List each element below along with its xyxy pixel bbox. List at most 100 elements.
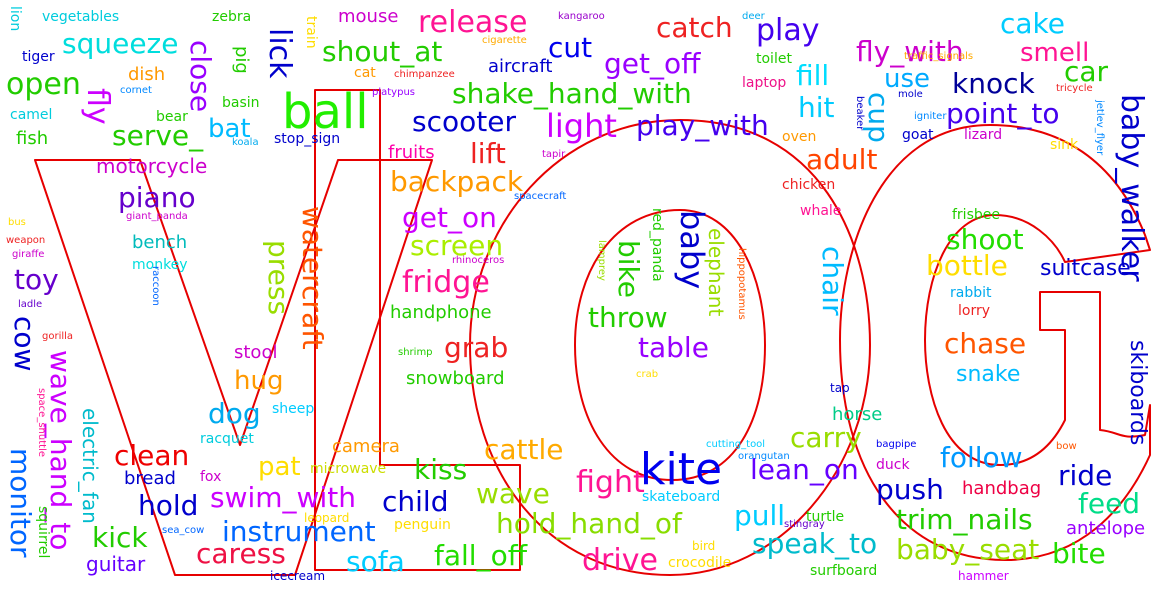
word-get-off: get_off xyxy=(604,47,701,80)
word-open: open xyxy=(6,67,81,102)
word-throw: throw xyxy=(588,301,668,334)
word-leopard: leopard xyxy=(304,511,350,525)
word-stool: stool xyxy=(234,342,278,363)
word-crab: crab xyxy=(636,369,659,380)
word-handbag: handbag xyxy=(962,478,1042,499)
word-toy: toy xyxy=(14,263,59,296)
word-electric-fan: electric_fan xyxy=(78,408,102,524)
word-mouse: mouse xyxy=(338,6,399,27)
word-surfboard: surfboard xyxy=(810,563,878,579)
word-motorcycle: motorcycle xyxy=(96,154,208,178)
word-guitar: guitar xyxy=(86,552,146,576)
word-screen: screen xyxy=(410,229,504,262)
word-close: close xyxy=(184,40,217,113)
word-light: light xyxy=(546,107,617,145)
word-tap: tap xyxy=(830,381,850,395)
word-cornet: cornet xyxy=(120,85,152,96)
word-camel: camel xyxy=(10,107,53,123)
word-shout-at: shout_at xyxy=(322,35,443,68)
word-fight: fight xyxy=(576,465,645,500)
word-child: child xyxy=(382,485,449,518)
word-chair: chair xyxy=(816,246,849,316)
word-fill: fill xyxy=(796,59,830,92)
word-table: table xyxy=(638,331,709,364)
word-baby: baby xyxy=(673,210,711,290)
word-squirrel-v: squirrel xyxy=(35,506,51,559)
word-basin: basin xyxy=(222,95,260,111)
word-scooter: scooter xyxy=(412,105,516,138)
word-lift: lift xyxy=(470,137,506,170)
word-wave: wave xyxy=(476,477,550,510)
word-fly: fly xyxy=(80,88,115,125)
letter-o-inner xyxy=(574,209,766,481)
word-skiboards: skiboards xyxy=(1125,340,1150,446)
letter-g-outline xyxy=(839,124,1151,561)
word-cup: cup xyxy=(862,92,895,143)
word-monkey: monkey xyxy=(132,257,188,273)
word-bow: bow xyxy=(1056,441,1077,452)
word-koala: koala xyxy=(232,137,259,148)
word-cattle: cattle xyxy=(484,433,564,466)
word-rabbit: rabbit xyxy=(950,285,992,301)
word-zebra: zebra xyxy=(212,9,252,25)
word-bear: bear xyxy=(156,109,188,125)
word-cigarette: cigarette xyxy=(482,35,527,46)
word-lean-on: lean_on xyxy=(750,453,859,486)
word-sofa: sofa xyxy=(346,545,405,578)
word-carry: carry xyxy=(790,421,862,454)
word-fruits: fruits xyxy=(388,142,435,163)
word-racquet: racquet xyxy=(200,431,254,447)
word-lorry: lorry xyxy=(958,303,991,319)
word-gorilla: gorilla xyxy=(42,331,74,342)
word-rhinoceros: rhinoceros xyxy=(452,255,505,266)
word-hammer: hammer xyxy=(958,569,1009,583)
word-chase: chase xyxy=(944,327,1027,360)
word-cake: cake xyxy=(1000,7,1065,40)
word-fridge: fridge xyxy=(402,265,490,300)
word-bread: bread xyxy=(124,468,176,489)
word-raccoon: raccoon xyxy=(150,266,161,306)
word-spacecraft: spacecraft xyxy=(514,191,567,202)
word-weapon: weapon xyxy=(6,235,46,246)
word-fall-off: fall_off xyxy=(434,539,527,572)
word-vegetables: vegetables xyxy=(42,9,120,25)
word-train: train xyxy=(303,16,319,49)
word-watercraft: watercraft xyxy=(296,206,329,350)
word-stop-sign: stop_sign xyxy=(274,131,341,147)
word-baby-walker: baby_walker xyxy=(1114,94,1149,282)
word-hold-hand-of: hold_hand_of xyxy=(496,507,682,540)
word-shake-hand-with: shake_hand_with xyxy=(452,77,692,110)
word-release: release xyxy=(418,5,528,40)
word-catch: catch xyxy=(656,11,733,44)
word-stingray: stingray xyxy=(784,519,825,530)
word-knock: knock xyxy=(952,67,1035,100)
word-kick: kick xyxy=(92,521,148,554)
word-skateboard: skateboard xyxy=(642,489,721,505)
word-feed: feed xyxy=(1078,487,1141,520)
word-follow: follow xyxy=(940,441,1023,474)
word-snowboard: snowboard xyxy=(406,368,505,389)
word-giraffe: giraffe xyxy=(12,249,45,260)
word-oven: oven xyxy=(782,129,817,145)
word-tiger: tiger xyxy=(22,49,55,65)
word-shoot: shoot xyxy=(946,223,1024,256)
word-duck: duck xyxy=(876,457,910,473)
word-frisbee: frisbee xyxy=(952,207,1000,223)
word-lamprey: lamprey xyxy=(596,240,607,281)
word-speak-to: speak_to xyxy=(752,527,878,560)
word-pat: pat xyxy=(258,452,301,482)
word-bike: bike xyxy=(612,240,645,298)
word-handphone: handphone xyxy=(390,302,492,323)
word-cow: cow xyxy=(8,316,41,372)
word-laptop: laptop xyxy=(742,75,787,91)
word-sheep: sheep xyxy=(272,401,315,417)
word-swim-with: swim_with xyxy=(210,481,356,514)
word-get-on: get_on xyxy=(402,201,497,234)
word-clean: clean xyxy=(114,439,190,472)
word-baby-seat: baby_seat xyxy=(896,533,1040,566)
word-igniter: igniter xyxy=(914,111,947,122)
word-smell: smell xyxy=(1020,38,1090,68)
word-instrument: instrument xyxy=(222,515,376,548)
